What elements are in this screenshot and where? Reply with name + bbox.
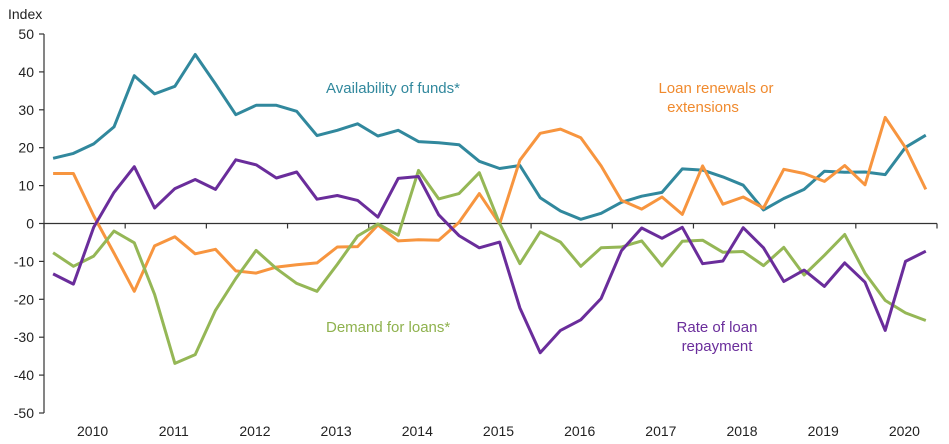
x-tick-label: 2010 xyxy=(77,423,108,439)
x-tick-label: 2019 xyxy=(808,423,839,439)
y-axis: 50 40 30 20 10 0 -10 -20 -30 -40 -50 xyxy=(14,26,45,421)
x-tick-label: 2016 xyxy=(564,423,595,439)
label-renewals-1: Loan renewals or xyxy=(658,80,773,97)
y-tick-label: 10 xyxy=(18,178,34,194)
y-tick-label: -40 xyxy=(14,367,34,383)
series-line-0 xyxy=(52,53,927,221)
label-availability: Availability of funds* xyxy=(326,80,460,97)
x-tick-label: 2013 xyxy=(321,423,352,439)
series-line-2 xyxy=(52,168,927,365)
x-tick-label: 2014 xyxy=(402,423,433,439)
x-tick-label: 2015 xyxy=(483,423,514,439)
label-repayment-2: repayment xyxy=(682,338,754,355)
y-tick-label: -30 xyxy=(14,329,34,345)
x-axis: 2010 2011 2012 2013 2014 2015 2016 2017 2018 2019… xyxy=(43,222,938,439)
y-tick-label: 50 xyxy=(18,26,34,42)
y-tick-label: 20 xyxy=(18,140,34,156)
y-axis-title: Index xyxy=(8,6,42,22)
x-tick-label: 2018 xyxy=(726,423,757,439)
label-demand: Demand for loans* xyxy=(326,319,450,336)
x-tick-label: 2011 xyxy=(159,423,189,439)
y-tick-label: 40 xyxy=(18,64,34,80)
series-line-1 xyxy=(53,115,928,293)
x-tick-label: 2017 xyxy=(645,423,676,439)
x-tick-label: 2020 xyxy=(889,423,920,439)
y-tick-label: 30 xyxy=(18,102,34,118)
label-repayment-1: Rate of loan xyxy=(677,319,758,336)
y-tick-label: -10 xyxy=(14,253,34,269)
series-line-3 xyxy=(52,158,927,355)
y-tick-label: 0 xyxy=(26,216,34,232)
y-tick-label: -20 xyxy=(14,291,34,307)
y-tick-label: -50 xyxy=(14,405,34,421)
x-tick-label: 2012 xyxy=(239,423,270,439)
label-renewals-2: extensions xyxy=(667,99,739,116)
series-lines xyxy=(52,53,928,365)
